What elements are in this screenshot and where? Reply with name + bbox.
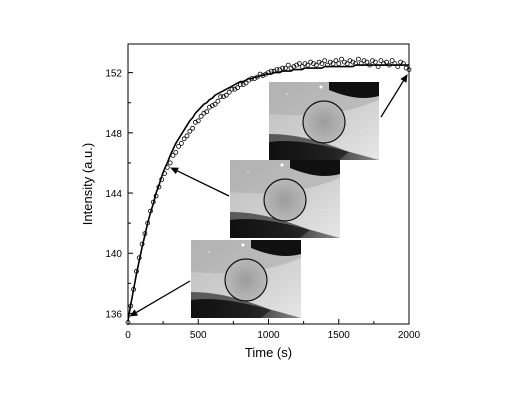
data-point	[333, 58, 339, 63]
data-point	[173, 149, 179, 155]
data-point	[254, 74, 260, 80]
y-tick-label: 148	[105, 129, 122, 140]
data-point	[167, 160, 173, 166]
data-point	[285, 62, 291, 68]
data-point	[235, 85, 241, 91]
x-axis: 0 500 1000 1500 2000	[125, 319, 421, 341]
data-point	[325, 62, 330, 68]
data-point	[139, 241, 145, 247]
data-point	[223, 92, 229, 98]
data-point	[339, 56, 345, 62]
data-point	[226, 89, 232, 95]
data-point	[229, 86, 235, 92]
data-point	[299, 64, 305, 69]
data-point	[355, 56, 361, 62]
arrow-head	[129, 309, 139, 317]
y-tick-label: 140	[105, 249, 122, 260]
data-point	[319, 61, 325, 66]
data-point	[159, 177, 165, 182]
data-point	[204, 109, 210, 115]
data-point	[336, 61, 342, 66]
data-point	[164, 164, 170, 170]
data-point	[395, 64, 401, 69]
data-point	[322, 58, 328, 63]
data-point	[384, 59, 389, 65]
data-point	[187, 128, 193, 134]
x-tick-label: 500	[190, 330, 207, 341]
data-point	[364, 59, 370, 65]
data-point	[131, 286, 137, 292]
arrow-line	[135, 280, 191, 313]
data-point	[389, 58, 395, 63]
y-tick-label: 136	[105, 309, 122, 320]
inset-early	[191, 240, 301, 318]
inset-middle	[230, 160, 340, 238]
arrow-head	[400, 74, 408, 83]
data-point	[330, 61, 336, 66]
data-point	[218, 94, 224, 100]
data-point	[156, 184, 162, 190]
data-point	[195, 118, 201, 124]
x-tick-label: 2000	[398, 330, 421, 341]
x-tick-label: 1000	[257, 330, 280, 341]
data-point	[392, 61, 398, 66]
data-point	[145, 220, 151, 226]
data-point	[162, 171, 167, 176]
data-point	[378, 58, 384, 63]
data-point	[353, 61, 359, 66]
data-point	[280, 65, 286, 71]
arrow-line	[177, 170, 230, 197]
data-point	[249, 76, 255, 81]
data-point	[176, 143, 182, 149]
data-point	[150, 199, 156, 205]
data-point	[372, 59, 378, 65]
arrow-layer	[129, 74, 408, 317]
data-point	[268, 68, 274, 74]
data-point	[136, 255, 142, 261]
data-point	[386, 62, 392, 68]
data-point	[142, 231, 148, 237]
data-point	[148, 208, 153, 214]
data-point	[296, 61, 302, 66]
data-points-layer	[125, 56, 412, 325]
data-point	[184, 133, 190, 139]
data-point	[125, 320, 131, 325]
arrow-head	[170, 167, 179, 175]
data-point	[400, 61, 406, 66]
data-point	[133, 268, 139, 274]
data-point	[170, 152, 176, 158]
data-point	[375, 64, 381, 69]
y-tick-label: 152	[105, 69, 122, 80]
data-point	[153, 193, 159, 199]
x-tick-label: 0	[125, 330, 131, 341]
y-tick-label: 144	[105, 189, 122, 200]
data-point	[305, 62, 311, 68]
x-axis-title: Time (s)	[245, 345, 292, 360]
data-point	[181, 136, 187, 142]
data-point	[367, 62, 373, 68]
data-point	[215, 98, 221, 104]
data-point	[190, 125, 196, 131]
data-point	[212, 101, 218, 107]
data-point	[237, 82, 243, 87]
data-point	[178, 140, 184, 146]
data-point	[406, 67, 412, 72]
data-point	[313, 62, 319, 68]
data-point	[274, 67, 280, 72]
data-point	[358, 61, 364, 66]
arrow-line	[380, 80, 404, 118]
data-point	[344, 61, 350, 66]
data-point	[198, 113, 204, 119]
x-tick-label: 1500	[328, 330, 351, 341]
y-axis: 136 140 144 148 152	[105, 69, 133, 320]
inset-late	[269, 82, 379, 160]
data-point	[243, 80, 249, 86]
data-point	[128, 303, 134, 309]
y-axis-title: Intensity (a.u.)	[80, 143, 95, 225]
data-point	[282, 65, 288, 71]
